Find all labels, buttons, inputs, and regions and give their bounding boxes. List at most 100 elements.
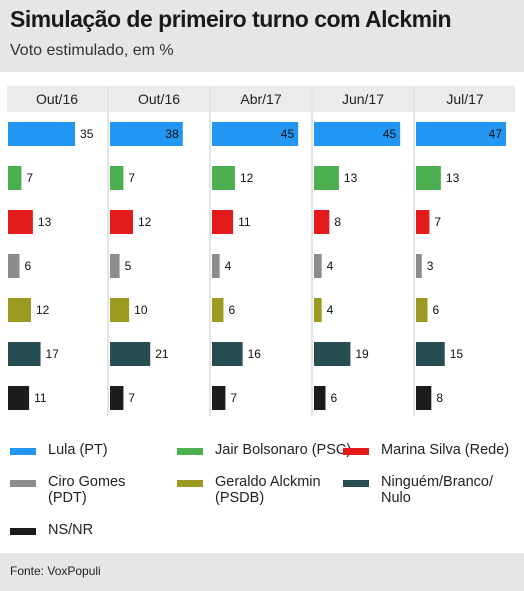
chart-header: Simulação de primeiro turno com Alckmin … bbox=[0, 0, 524, 72]
data-label: 8 bbox=[436, 391, 443, 405]
bar bbox=[416, 166, 441, 190]
data-label: 7 bbox=[128, 391, 135, 405]
bar bbox=[416, 386, 432, 410]
source-note: Fonte: VoxPopuli bbox=[10, 564, 101, 578]
legend: Lula (PT) Jair Bolsonaro (PSC) Marina Silv… bbox=[0, 432, 524, 547]
legend-label: Jair Bolsonaro (PSC) bbox=[215, 442, 352, 458]
legend-swatch bbox=[177, 448, 203, 455]
data-label: 17 bbox=[46, 347, 60, 361]
data-label: 11 bbox=[238, 215, 251, 229]
bar bbox=[212, 298, 224, 322]
data-label: 3 bbox=[427, 259, 434, 273]
bar bbox=[416, 210, 430, 234]
data-label: 16 bbox=[248, 347, 262, 361]
data-label: 4 bbox=[327, 259, 334, 273]
data-label: 12 bbox=[138, 215, 152, 229]
data-label: 7 bbox=[230, 391, 237, 405]
data-label: 35 bbox=[80, 127, 94, 141]
legend-label: Ninguém/Branco/Nulo bbox=[381, 474, 494, 506]
bar bbox=[8, 298, 31, 322]
bar bbox=[314, 386, 326, 410]
bar bbox=[212, 386, 226, 410]
data-label: 13 bbox=[344, 171, 358, 185]
legend-swatch bbox=[10, 528, 36, 535]
bar bbox=[314, 122, 401, 146]
column-header-label: Abr/17 bbox=[240, 91, 281, 107]
data-label: 12 bbox=[36, 303, 50, 317]
data-label: 45 bbox=[281, 127, 295, 141]
bar bbox=[8, 386, 30, 410]
bar bbox=[110, 386, 124, 410]
column-header-bg bbox=[109, 86, 209, 112]
bar bbox=[212, 210, 234, 234]
column-header-bg bbox=[415, 86, 515, 112]
bar bbox=[314, 342, 351, 366]
bar bbox=[110, 298, 130, 322]
bar bbox=[314, 166, 339, 190]
bar bbox=[110, 122, 183, 146]
bar bbox=[110, 342, 151, 366]
bar bbox=[212, 254, 220, 278]
data-label: 13 bbox=[38, 215, 52, 229]
bar bbox=[8, 166, 22, 190]
bar bbox=[212, 342, 243, 366]
legend-swatch bbox=[343, 480, 369, 487]
legend-label: NS/NR bbox=[48, 522, 94, 538]
column-header-bg bbox=[313, 86, 413, 112]
legend-swatch bbox=[10, 448, 36, 455]
bar bbox=[8, 122, 76, 146]
legend-swatch bbox=[177, 480, 203, 487]
data-label: 4 bbox=[225, 259, 232, 273]
data-label: 6 bbox=[330, 391, 337, 405]
column-header-label: Out/16 bbox=[36, 91, 78, 107]
data-label: 8 bbox=[334, 215, 341, 229]
data-label: 7 bbox=[26, 171, 33, 185]
data-label: 6 bbox=[228, 303, 235, 317]
column-header-label: Out/16 bbox=[138, 91, 180, 107]
bar bbox=[416, 122, 506, 146]
data-label: 7 bbox=[128, 171, 135, 185]
bar bbox=[8, 210, 33, 234]
data-label: 6 bbox=[24, 259, 31, 273]
bar bbox=[314, 254, 322, 278]
data-label: 10 bbox=[134, 303, 148, 317]
bar bbox=[314, 210, 330, 234]
bar bbox=[110, 166, 124, 190]
bar-chart: Out/16357136121711Out/1638712510217Abr/1… bbox=[7, 86, 515, 416]
chart-footer: Fonte: VoxPopuli bbox=[0, 553, 524, 591]
bar bbox=[416, 254, 422, 278]
column-header-label: Jun/17 bbox=[342, 91, 384, 107]
data-label: 6 bbox=[432, 303, 439, 317]
data-label: 15 bbox=[450, 347, 464, 361]
legend-label: Ciro Gomes (PDT) bbox=[48, 474, 126, 506]
legend-label: Geraldo Alckmin (PSDB) bbox=[215, 474, 321, 506]
bar bbox=[110, 254, 120, 278]
bar bbox=[314, 298, 322, 322]
bar bbox=[416, 298, 428, 322]
bar bbox=[212, 122, 299, 146]
data-label: 12 bbox=[240, 171, 254, 185]
legend-swatch bbox=[10, 480, 36, 487]
bar bbox=[8, 342, 41, 366]
data-label: 21 bbox=[155, 347, 169, 361]
legend-label: Marina Silva (Rede) bbox=[381, 442, 510, 458]
chart-subtitle: Voto estimulado, em % bbox=[10, 42, 174, 59]
data-label: 4 bbox=[327, 303, 334, 317]
data-label: 11 bbox=[34, 391, 47, 405]
data-label: 13 bbox=[446, 171, 460, 185]
bar bbox=[8, 254, 20, 278]
column-header-bg bbox=[7, 86, 107, 112]
data-label: 47 bbox=[489, 127, 503, 141]
data-label: 38 bbox=[165, 127, 179, 141]
chart-title: Simulação de primeiro turno com Alckmin bbox=[10, 6, 452, 32]
bar bbox=[110, 210, 133, 234]
column-header-label: Jul/17 bbox=[446, 91, 484, 107]
data-label: 7 bbox=[434, 215, 441, 229]
data-label: 45 bbox=[383, 127, 397, 141]
legend-label: Lula (PT) bbox=[48, 442, 108, 458]
bar bbox=[416, 342, 445, 366]
column-header-bg bbox=[211, 86, 311, 112]
data-label: 19 bbox=[355, 347, 369, 361]
data-label: 5 bbox=[125, 259, 132, 273]
legend-swatch bbox=[343, 448, 369, 455]
